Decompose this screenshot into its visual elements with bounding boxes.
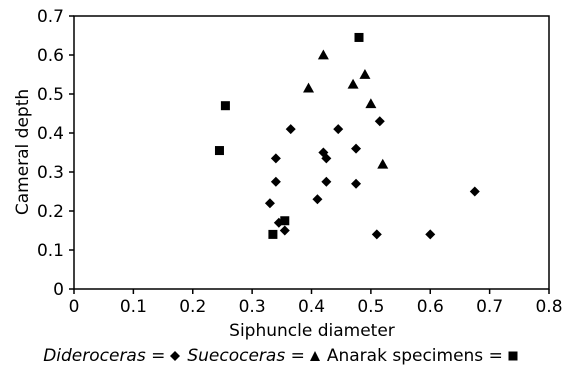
y-axis-title: Cameral depth — [13, 89, 33, 215]
y-tick-label: 0.7 — [37, 7, 64, 27]
plot-area-frame — [73, 15, 550, 290]
y-tick-label: 0.2 — [37, 202, 64, 222]
x-tick-label: 0.1 — [120, 297, 147, 317]
dideroceras-point — [312, 194, 323, 205]
dideroceras-point — [351, 143, 362, 154]
data-points — [214, 32, 480, 240]
y-tick-label: 0.4 — [37, 124, 64, 144]
suecoceras-point — [359, 69, 371, 79]
y-tick-label: 0.3 — [37, 163, 64, 183]
x-tick-label: 0.4 — [298, 297, 325, 317]
suecoceras-point — [303, 82, 315, 93]
dideroceras-point — [321, 153, 332, 164]
axes — [69, 15, 550, 294]
dideroceras-point — [351, 178, 362, 189]
y-tick-label: 0.1 — [37, 241, 64, 261]
dideroceras-point — [270, 153, 281, 164]
x-tick-label: 0.3 — [239, 297, 266, 317]
anarak-point — [214, 146, 224, 156]
tick-labels: 0 0.1 0.2 0.3 0.4 0.5 0.6 0.7 0.8 0 0.1 0.2 0.3 0.4 0.… — [37, 7, 563, 317]
legend-triangle-marker — [309, 346, 321, 366]
y-tick-label: 0.5 — [37, 85, 64, 105]
legend-label-dideroceras: Dideroceras = — [43, 346, 166, 366]
x-tick-label: 0.5 — [357, 297, 384, 317]
legend-label-suecoceras: Suecoceras = — [187, 346, 305, 366]
dideroceras-point — [333, 124, 344, 135]
legend-square-marker — [507, 346, 519, 366]
anarak-point — [354, 32, 364, 42]
dideroceras-point — [321, 176, 332, 187]
x-tick-label: 0.6 — [417, 297, 444, 317]
dideroceras-point — [264, 198, 275, 209]
dideroceras-point — [279, 225, 290, 236]
legend: Dideroceras = Suecoceras = Anarak specim… — [0, 343, 568, 369]
suecoceras-point — [377, 158, 389, 169]
anarak-point — [220, 101, 230, 111]
suecoceras-point — [365, 98, 377, 109]
legend-label-anarak: Anarak specimens = — [326, 346, 503, 366]
x-axis-title: Siphuncle diameter — [229, 321, 395, 341]
dideroceras-point — [469, 186, 480, 197]
suecoceras-point — [347, 78, 359, 89]
anarak-point — [280, 216, 290, 226]
dideroceras-point — [270, 176, 281, 187]
suecoceras-point — [317, 49, 329, 60]
y-tick-label: 0.6 — [37, 46, 64, 66]
x-tick-label: 0 — [69, 297, 80, 317]
dideroceras-point — [425, 229, 436, 240]
x-tick-label: 0.8 — [535, 297, 562, 317]
x-tick-label: 0.2 — [179, 297, 206, 317]
scatter-chart: 0 0.1 0.2 0.3 0.4 0.5 0.6 0.7 0.8 0 0.1 0.2 0.3 0.4 0.… — [13, 7, 563, 341]
x-tick-label: 0.7 — [476, 297, 503, 317]
y-tick-label: 0 — [53, 280, 64, 300]
anarak-point — [268, 229, 278, 239]
dideroceras-point — [285, 124, 296, 135]
legend-diamond-marker — [169, 346, 181, 366]
dideroceras-point — [374, 116, 385, 127]
dideroceras-point — [371, 229, 382, 240]
